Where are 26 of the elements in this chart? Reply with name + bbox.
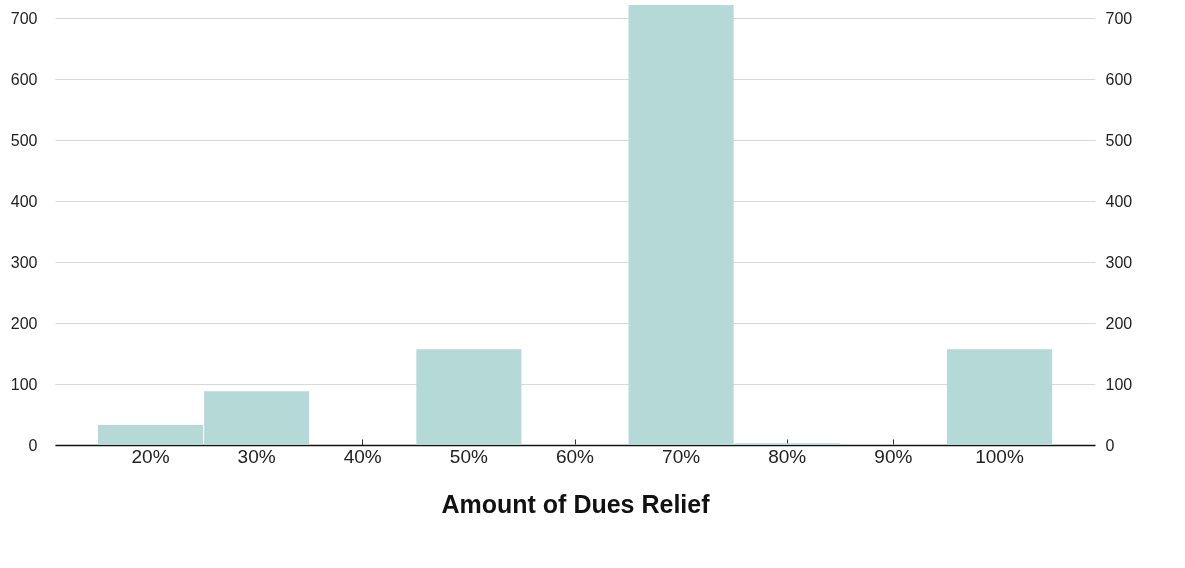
x-tick-label: 80% (768, 445, 807, 467)
y2-tick-label: 700 (1105, 9, 1133, 27)
y-tick-label: 500 (10, 131, 38, 149)
y2-tick-label: 0 (1105, 436, 1115, 454)
y2-tick-label: 600 (1105, 70, 1133, 88)
y-tick-label: 100 (10, 375, 38, 393)
y2-tick-label: 500 (1105, 131, 1133, 149)
x-tick-label: 60% (555, 445, 595, 467)
y-tick-label: 700 (10, 9, 38, 27)
y-tick-label: 300 (10, 253, 38, 271)
x-tick-label: 90% (874, 445, 913, 467)
y2-tick-label: 100 (1105, 375, 1133, 393)
y2-tick-label: 400 (1105, 192, 1133, 210)
y-tick-label: 400 (10, 192, 38, 210)
x-tick-label: 30% (237, 445, 276, 467)
x-tick-label: 40% (343, 445, 382, 467)
y2-tick-label: 300 (1105, 253, 1133, 271)
x-axis-title: Amount of Dues Relief (441, 489, 711, 518)
y2-tick-label: 200 (1105, 314, 1133, 332)
x-tick-label: 70% (662, 445, 701, 467)
y-tick-label: 0 (28, 436, 38, 454)
y-tick-label: 200 (10, 314, 38, 332)
x-tick-label: 100% (975, 445, 1024, 467)
x-tick-label: 20% (131, 445, 170, 467)
x-tick-label: 50% (449, 445, 488, 467)
y-tick-label: 600 (10, 70, 38, 88)
